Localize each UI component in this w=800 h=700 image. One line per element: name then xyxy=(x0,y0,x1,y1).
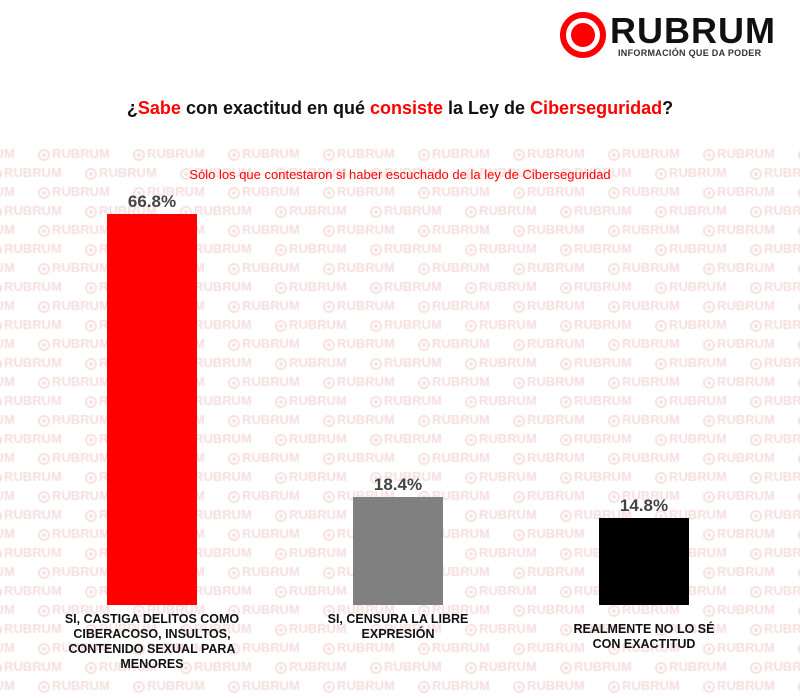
title-part: consiste xyxy=(369,98,444,118)
title-part: la Ley de xyxy=(443,98,531,118)
category-label: SI, CASTIGA DELITOS COMO CIBERACOSO, INS… xyxy=(64,612,240,671)
logo-dot-icon xyxy=(571,23,595,47)
bar xyxy=(353,497,443,605)
logo-name: RUBRUM xyxy=(610,10,776,51)
chart-subtitle: Sólo los que contestaron si haber escuch… xyxy=(189,167,611,182)
data-label: 18.4% xyxy=(373,475,423,495)
rubrum-logo: RUBRUM INFORMACIÓN QUE DA PODER xyxy=(560,10,790,62)
title-part: ? xyxy=(662,98,674,118)
title-part: Ciberseguridad xyxy=(530,98,663,118)
logo-ring-icon xyxy=(560,12,606,58)
chart-title: ¿Sabe con exactitud en qué consiste la L… xyxy=(0,98,800,119)
category-label: REALMENTE NO LO SÉ CON EXACTITUD xyxy=(573,622,715,651)
title-part: ¿ xyxy=(126,98,138,118)
title-part: con exactitud en qué xyxy=(180,98,370,118)
category-label: SI, CENSURA LA LIBRE EXPRESIÓN xyxy=(327,612,469,641)
logo-tagline: INFORMACIÓN QUE DA PODER xyxy=(618,48,762,58)
data-label: 66.8% xyxy=(127,192,177,211)
title-part: Sabe xyxy=(137,98,181,118)
bar xyxy=(107,214,197,605)
data-label: 14.8% xyxy=(619,496,669,516)
bar xyxy=(599,518,689,605)
